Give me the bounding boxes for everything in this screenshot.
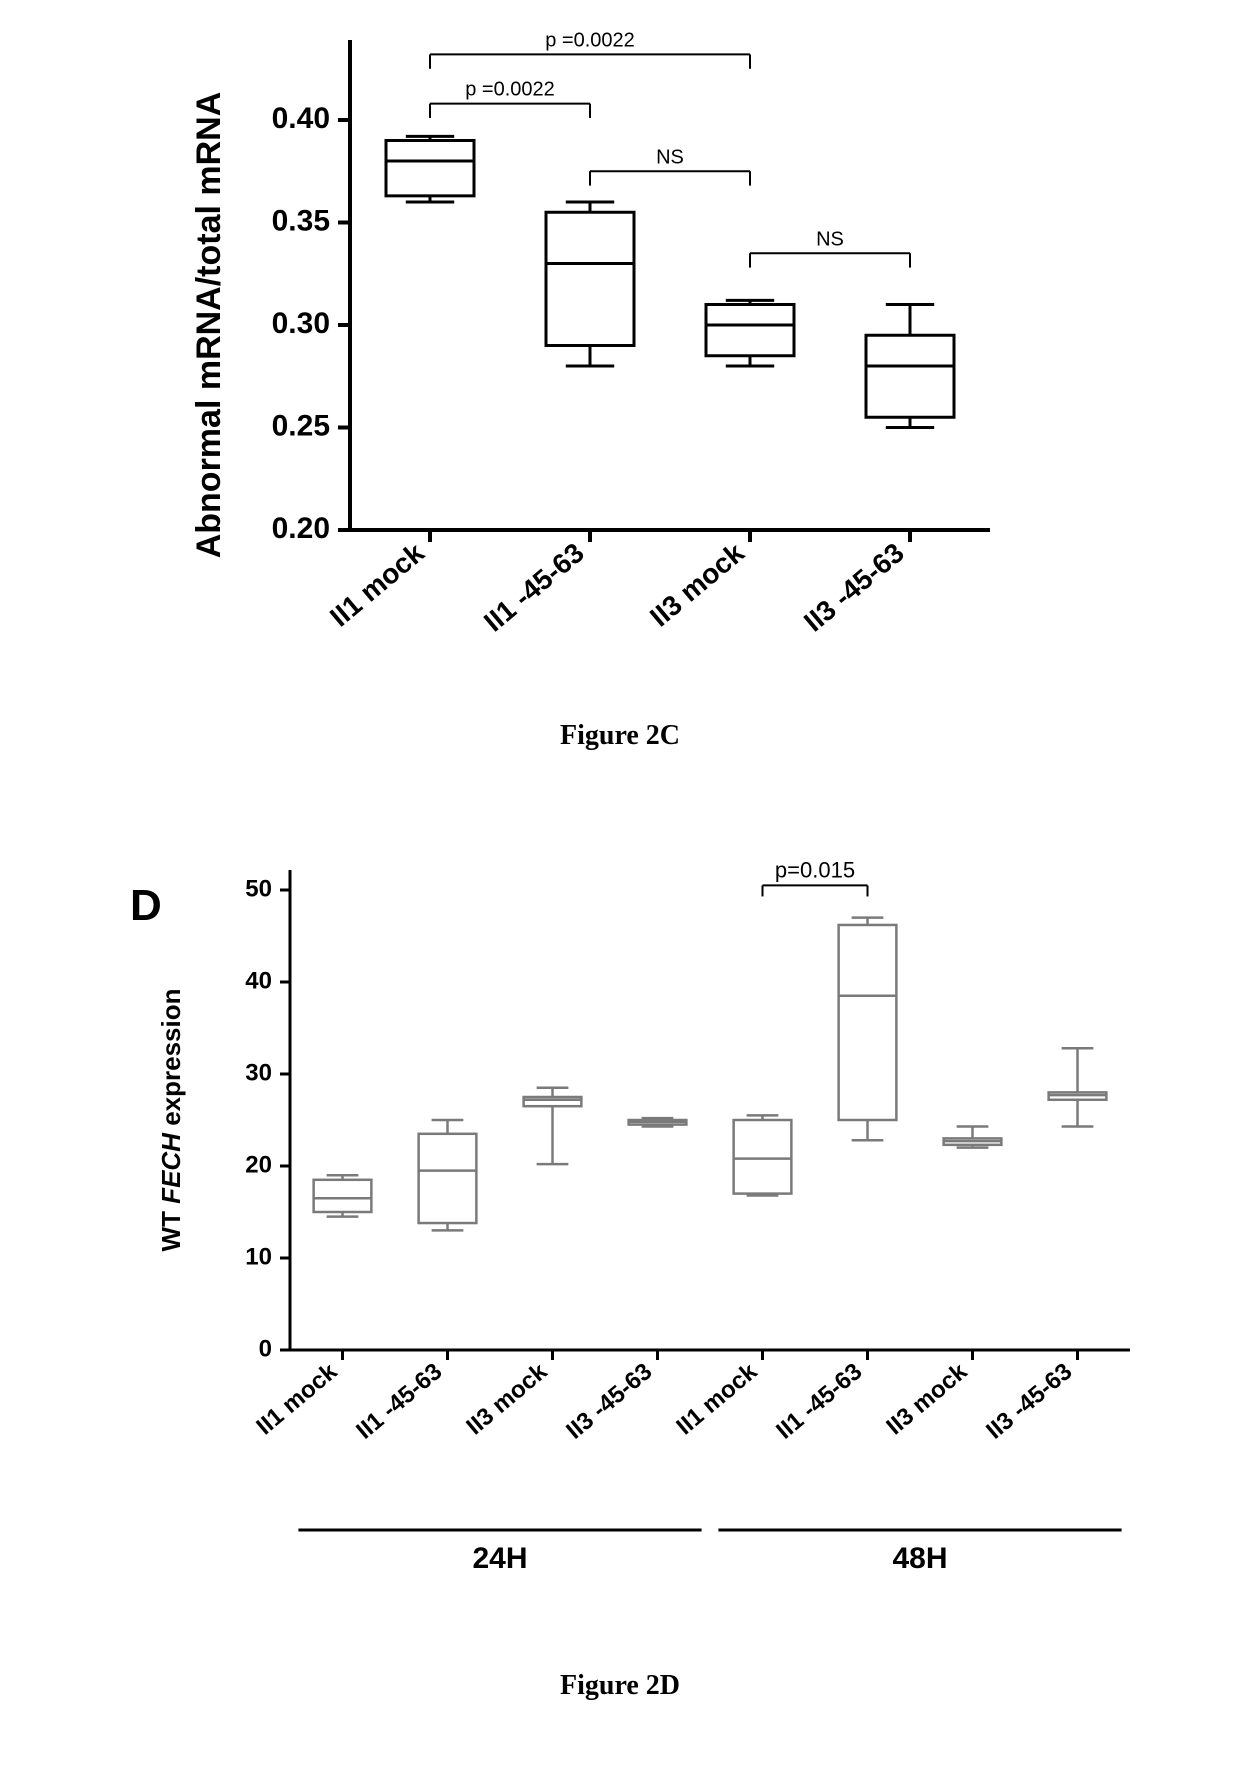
svg-text:Abnormal mRNA/total mRNA: Abnormal mRNA/total mRNA xyxy=(190,92,228,559)
svg-text:NS: NS xyxy=(816,228,844,250)
svg-text:II3 -45-63: II3 -45-63 xyxy=(561,1358,657,1445)
svg-text:10: 10 xyxy=(245,1243,272,1270)
svg-text:II1 mock: II1 mock xyxy=(251,1357,342,1440)
svg-text:p=0.015: p=0.015 xyxy=(775,857,855,882)
svg-text:50: 50 xyxy=(245,875,272,902)
svg-text:II3 -45-63: II3 -45-63 xyxy=(798,537,910,638)
svg-text:II1 -45-63: II1 -45-63 xyxy=(351,1358,447,1445)
figure-2d-svg: 01020304050WT FECH expressionII1 mockII1… xyxy=(70,810,1170,1630)
svg-text:0.20: 0.20 xyxy=(272,512,330,545)
svg-text:II1 -45-63: II1 -45-63 xyxy=(771,1358,867,1445)
svg-text:II3 mock: II3 mock xyxy=(461,1357,552,1440)
figure-2c-svg: 0.20 0.25 0.30 0.35 0.40 Abnormal mRNA/total … xyxy=(120,0,1020,720)
svg-text:NS: NS xyxy=(656,146,684,168)
svg-text:24H: 24H xyxy=(472,1542,527,1575)
figure-2c-panel: 0.20 0.25 0.30 0.35 0.40 Abnormal mRNA/total … xyxy=(120,0,1020,720)
svg-text:II3 mock: II3 mock xyxy=(644,537,750,633)
svg-text:0: 0 xyxy=(259,1335,272,1362)
svg-text:30: 30 xyxy=(245,1059,272,1086)
svg-text:II3 mock: II3 mock xyxy=(881,1357,972,1440)
svg-text:48H: 48H xyxy=(892,1542,947,1575)
svg-text:D: D xyxy=(130,881,162,930)
figure-2d-caption: Figure 2D xyxy=(0,1670,1240,1702)
page: 0.20 0.25 0.30 0.35 0.40 Abnormal mRNA/total … xyxy=(0,0,1240,1775)
svg-text:0.40: 0.40 xyxy=(272,102,330,135)
svg-text:II1 mock: II1 mock xyxy=(671,1357,762,1440)
figure-2c-caption: Figure 2C xyxy=(0,720,1240,752)
svg-text:20: 20 xyxy=(245,1151,272,1178)
svg-text:p =0.0022: p =0.0022 xyxy=(465,79,555,101)
figure-2d-panel: 01020304050WT FECH expressionII1 mockII1… xyxy=(70,810,1170,1630)
svg-text:II3 -45-63: II3 -45-63 xyxy=(981,1358,1077,1445)
svg-text:II1 -45-63: II1 -45-63 xyxy=(478,537,590,638)
svg-text:40: 40 xyxy=(245,967,272,994)
svg-text:0.35: 0.35 xyxy=(272,204,330,237)
svg-text:WT FECH expression: WT FECH expression xyxy=(156,989,186,1252)
svg-text:p =0.0022: p =0.0022 xyxy=(545,29,635,51)
svg-text:0.30: 0.30 xyxy=(272,307,330,340)
svg-text:II1 mock: II1 mock xyxy=(324,537,430,633)
svg-text:0.25: 0.25 xyxy=(272,409,330,442)
